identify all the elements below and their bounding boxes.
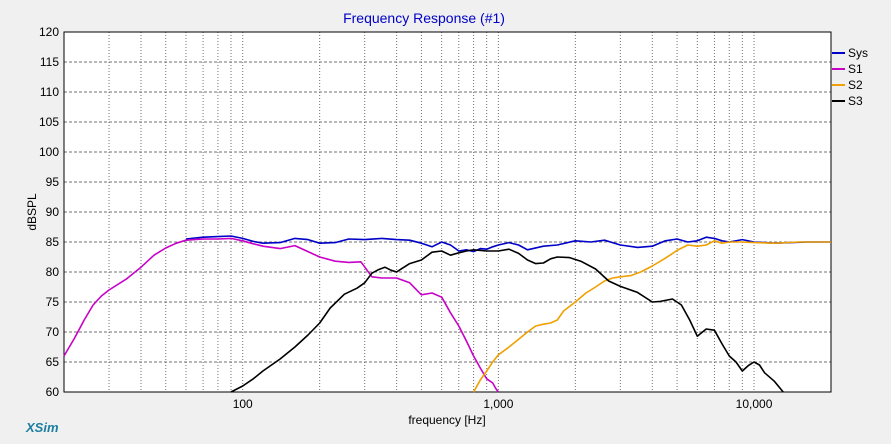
y-tick-label: 85	[46, 235, 60, 249]
y-axis-label: dBSPL	[25, 193, 39, 231]
legend: Sys S1 S2 S3	[832, 46, 868, 108]
y-tick-label: 80	[46, 265, 60, 279]
series-line-s1	[63, 237, 500, 393]
series-line-sys	[185, 235, 831, 253]
legend-label-s1: S1	[848, 62, 863, 76]
y-tick-label: 70	[46, 325, 60, 339]
chart-title: Frequency Response (#1)	[343, 10, 505, 26]
x-tick-labels: 100 1,000 10,000	[233, 397, 773, 411]
legend-label-s3: S3	[848, 94, 863, 108]
series-line-s2	[472, 240, 831, 393]
plot-frame	[63, 31, 832, 393]
y-tick-label: 75	[46, 295, 60, 309]
series-group	[63, 235, 831, 393]
x-tick-label: 10,000	[736, 397, 773, 411]
series-line-s3	[230, 248, 784, 393]
y-tick-label: 115	[40, 55, 59, 69]
y-tick-label: 110	[40, 85, 59, 99]
legend-label-sys: Sys	[848, 46, 868, 60]
x-tick-label: 1,000	[483, 397, 513, 411]
legend-label-s2: S2	[848, 78, 863, 92]
y-tick-label: 95	[46, 175, 60, 189]
brand-logo: XSim	[25, 420, 59, 435]
x-tick-label: 100	[233, 397, 253, 411]
y-tick-label: 120	[39, 25, 59, 39]
grid	[64, 32, 831, 392]
y-tick-label: 100	[39, 145, 59, 159]
x-axis-label: frequency [Hz]	[408, 413, 485, 427]
y-tick-labels: 60 65 70 75 80 85 90 95 100 105 110 115 120	[39, 25, 59, 399]
y-tick-label: 90	[46, 205, 60, 219]
y-tick-label: 65	[46, 355, 60, 369]
y-tick-label: 105	[39, 115, 59, 129]
y-tick-label: 60	[46, 385, 60, 399]
